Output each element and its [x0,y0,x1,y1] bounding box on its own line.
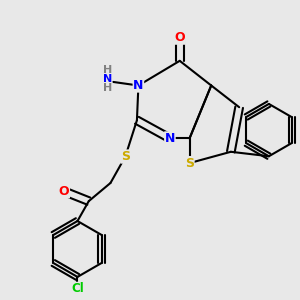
Text: H: H [103,65,112,75]
Text: O: O [59,185,69,198]
Text: N: N [103,74,112,84]
Text: N: N [133,79,144,92]
Text: S: S [121,150,130,163]
Text: O: O [174,31,185,44]
Text: N: N [165,132,175,145]
Text: Cl: Cl [71,282,84,295]
Text: H: H [103,83,112,93]
Text: S: S [185,157,194,169]
